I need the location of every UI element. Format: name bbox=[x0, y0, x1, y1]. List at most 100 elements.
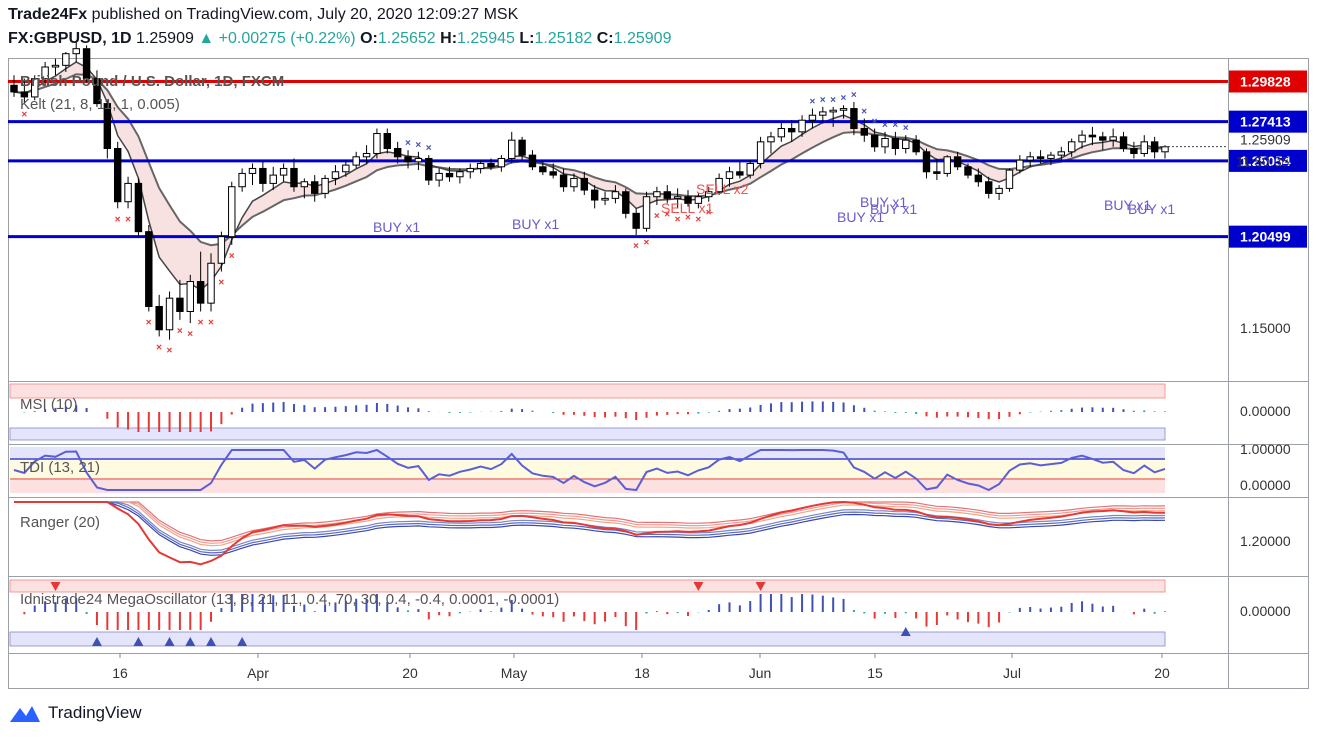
tdi-mid-band bbox=[10, 459, 1165, 479]
candle-body bbox=[953, 156, 962, 168]
sell-cross-marker: × bbox=[115, 214, 121, 225]
price-level-tag bbox=[1229, 70, 1307, 93]
buy-cross-marker: × bbox=[892, 120, 898, 131]
keltner-label[interactable]: Kelt (21, 8, 11, 1, 0.005) bbox=[20, 96, 180, 113]
candle-body bbox=[476, 162, 485, 169]
candle-body bbox=[1109, 136, 1117, 141]
candle-body bbox=[393, 147, 402, 158]
publisher-name[interactable]: Trade24Fx bbox=[8, 6, 88, 23]
time-tick-label: Jun bbox=[749, 665, 772, 681]
candle-body bbox=[31, 78, 39, 98]
candle-body bbox=[1088, 134, 1097, 138]
sell-cross-marker: × bbox=[644, 238, 650, 249]
candle-body bbox=[787, 128, 796, 133]
candle-body bbox=[798, 119, 806, 133]
ranger-label[interactable]: Ranger (20) bbox=[20, 514, 100, 531]
candle-body bbox=[860, 128, 869, 136]
symbol-header: FX:GBPUSD, 1D 1.25909 ▲ +0.00275 (+0.22%… bbox=[8, 30, 671, 48]
mega-buy-triangle bbox=[91, 637, 102, 646]
candle-body bbox=[601, 197, 609, 201]
buy-cross-marker: × bbox=[882, 120, 888, 131]
mega-oscillator-label[interactable]: Idnistrade24 MegaOscillator (13, 8, 21, … bbox=[20, 591, 559, 608]
candle-body bbox=[1036, 156, 1045, 159]
candle-body bbox=[228, 186, 236, 238]
candle-body bbox=[331, 171, 340, 179]
price-level-value: 1.20499 bbox=[1240, 229, 1291, 245]
sell-cross-marker: × bbox=[208, 317, 214, 328]
candle-body bbox=[145, 231, 153, 307]
candle-body bbox=[352, 156, 360, 166]
candle-body bbox=[870, 134, 879, 148]
mega-buy-triangle bbox=[900, 627, 911, 636]
candle-body bbox=[186, 281, 194, 312]
candle-body bbox=[456, 171, 464, 178]
candle-body bbox=[570, 177, 578, 188]
candle-body bbox=[974, 174, 983, 183]
buy-cross-marker: × bbox=[903, 123, 909, 134]
mega-buy-triangle bbox=[237, 637, 248, 646]
candle-body bbox=[725, 171, 734, 179]
candle-body bbox=[1067, 141, 1076, 153]
buy-annotation: BUY x1 bbox=[1128, 201, 1175, 217]
last-price: 1.25909 bbox=[136, 30, 194, 47]
candle-body bbox=[103, 103, 112, 149]
mega-upper-band bbox=[9, 579, 1166, 593]
high-label: H: bbox=[440, 30, 458, 47]
buy-annotation: BUY x1 bbox=[837, 209, 884, 225]
candle-body bbox=[497, 157, 506, 168]
close-value: 1.25909 bbox=[613, 30, 672, 47]
candle-body bbox=[850, 108, 858, 130]
candle-body bbox=[808, 114, 817, 121]
candle-body bbox=[922, 151, 931, 173]
keltner-fast-line bbox=[13, 61, 1166, 291]
candle-body bbox=[435, 172, 443, 181]
mega-histogram bbox=[23, 582, 1166, 646]
candle-body bbox=[1140, 141, 1148, 154]
candle-body bbox=[590, 189, 599, 201]
candle-body bbox=[819, 111, 827, 116]
mega-sell-triangle bbox=[755, 582, 766, 591]
candle-body bbox=[1119, 136, 1128, 149]
buy-cross-marker: × bbox=[405, 138, 411, 149]
candle-body bbox=[995, 187, 1003, 194]
candle-body bbox=[300, 181, 309, 188]
candle-body bbox=[580, 177, 589, 191]
close-label: C: bbox=[596, 30, 614, 47]
buy-annotation: BUY x1 bbox=[870, 201, 917, 217]
mega-buy-triangle bbox=[206, 637, 217, 646]
price-level-tag bbox=[1229, 225, 1307, 248]
horizontal-levels[interactable] bbox=[8, 79, 1228, 239]
price-level-value: 1.29828 bbox=[1240, 73, 1291, 89]
price-axis[interactable]: 1.29828 1.27413 1.25054 1.20499 1.25909 11:50… bbox=[1160, 70, 1307, 336]
candle-body bbox=[134, 182, 143, 233]
open-label: O: bbox=[360, 30, 378, 47]
sell-cross-marker: × bbox=[633, 241, 639, 252]
ranger-band-line bbox=[14, 501, 1166, 547]
msi-axis-value: 0.00000 bbox=[1240, 403, 1291, 419]
candle-body bbox=[217, 236, 226, 264]
buy-annotation: BUY x1 bbox=[512, 216, 559, 232]
candle-body bbox=[1130, 147, 1138, 154]
sell-cross-marker: × bbox=[167, 346, 173, 357]
candle-body bbox=[549, 171, 557, 176]
sell-cross-marker: × bbox=[21, 110, 27, 121]
candle-body bbox=[943, 156, 951, 174]
sell-cross-marker: × bbox=[125, 214, 131, 225]
tdi-line bbox=[13, 448, 1166, 492]
msi-label[interactable]: MSI (10) bbox=[20, 396, 78, 413]
time-axis[interactable]: 16 Apr 20 May 18 Jun 15 Jul 20 bbox=[112, 653, 1170, 681]
candle-body bbox=[404, 156, 412, 163]
candle-body bbox=[176, 297, 184, 312]
candle-body bbox=[72, 48, 80, 55]
mega-lower-band bbox=[9, 631, 1166, 647]
sell-cross-marker: × bbox=[664, 209, 670, 220]
sell-cross-marker: × bbox=[146, 317, 152, 328]
tradingview-logo[interactable]: TradingView bbox=[8, 702, 142, 724]
time-tick-label: Jul bbox=[1003, 665, 1021, 681]
candle-body bbox=[1161, 146, 1169, 153]
tdi-label[interactable]: TDI (13, 21) bbox=[20, 459, 100, 476]
chart-frame bbox=[8, 58, 1309, 689]
sell-cross-marker: × bbox=[706, 208, 712, 219]
buy-annotation: BUY x1 bbox=[860, 194, 907, 210]
